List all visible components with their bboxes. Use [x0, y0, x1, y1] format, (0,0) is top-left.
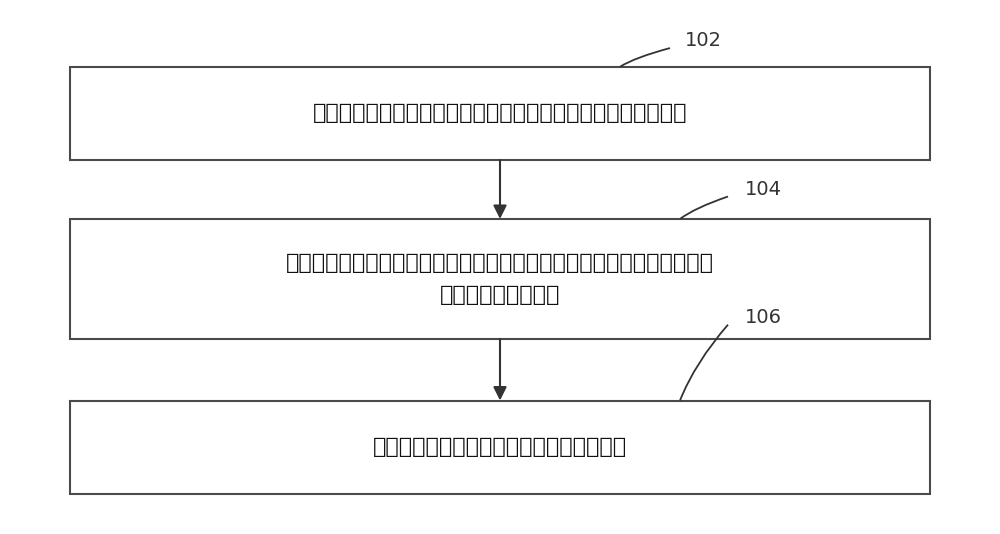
- Bar: [70, 67, 930, 160]
- Text: 根据配置文件向车载设备发送测试指令，接收车载设备反馈的与各个测试
项目对应的测试数据: 根据配置文件向车载设备发送测试指令，接收车载设备反馈的与各个测试 项目对应的测试…: [286, 254, 714, 304]
- Text: 配置车载设备的多个测试项目，基于各个测试项目生成配置文件: 配置车载设备的多个测试项目，基于各个测试项目生成配置文件: [313, 104, 687, 123]
- Bar: [70, 219, 930, 339]
- Text: 102: 102: [685, 30, 722, 50]
- Bar: [70, 400, 930, 494]
- Text: 104: 104: [745, 180, 782, 199]
- Text: 106: 106: [745, 308, 782, 327]
- Text: 根据测试数据确定车载设备的产线测试结果: 根据测试数据确定车载设备的产线测试结果: [373, 437, 627, 457]
